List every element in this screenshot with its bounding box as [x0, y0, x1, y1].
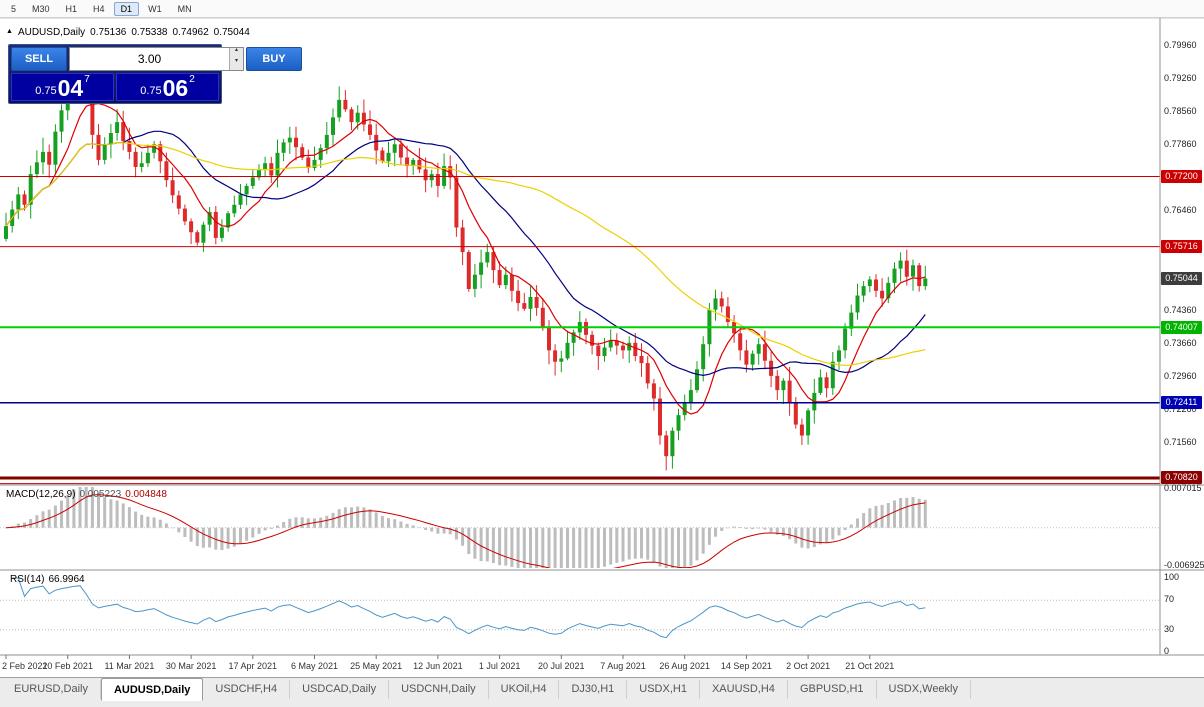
rsi-name: RSI(14)	[10, 574, 45, 585]
chart-tab-xauusd-h4[interactable]: XAUUSD,H4	[700, 680, 788, 699]
rsi-indicator-label: RSI(14) 66.9964	[6, 574, 85, 585]
sell-price-big: 04	[57, 75, 84, 101]
chart-symbol-period: AUDUSD,Daily	[17, 27, 86, 38]
rsi-value: 66.9964	[48, 574, 85, 585]
period-button-h1[interactable]: H1	[65, 3, 78, 14]
chart-tab-usdx-weekly[interactable]: USDX,Weekly	[877, 680, 971, 699]
chart-tab-eurusd-daily[interactable]: EURUSD,Daily	[2, 680, 101, 699]
candles-layer	[4, 43, 928, 471]
macd-indicator-label: MACD(12,26,9) 0.005223 0.004848	[6, 489, 167, 500]
buy-price-prefix: 0.75	[140, 85, 162, 97]
sell-price-pip: 7	[84, 74, 90, 85]
chart-tab-dj30-h1[interactable]: DJ30,H1	[559, 680, 628, 699]
volume-input[interactable]	[70, 48, 229, 70]
chart-tab-bar: EURUSD,Daily AUDUSD,Daily USDCHF,H4 USDCAD,…	[0, 677, 1204, 707]
macd-main-value: 0.005223	[79, 489, 122, 500]
period-button-d1[interactable]: D1	[113, 1, 140, 16]
chart-tab-ukoil-h4[interactable]: UKOil,H4	[489, 680, 560, 699]
volume-up-button[interactable]: ▴	[230, 47, 243, 59]
chart-tab-usdcad-daily[interactable]: USDCAD,Daily	[290, 680, 390, 699]
volume-spinner: ▴ ▾	[229, 47, 243, 70]
chart-tab-audusd-daily[interactable]: AUDUSD,Daily	[100, 678, 204, 701]
sell-price-prefix: 0.75	[35, 85, 57, 97]
buy-price-big: 06	[162, 75, 189, 101]
period-button-m30[interactable]: M30	[32, 3, 50, 14]
period-toolbar: 5 M30 H1 H4 D1 W1 MN	[0, 0, 1204, 18]
chart-canvas[interactable]	[0, 0, 1204, 677]
chart-tab-usdcnh-daily[interactable]: USDCNH,Daily	[389, 680, 489, 699]
ohlc-low: 0.74962	[172, 27, 209, 38]
buy-price-pip: 2	[189, 74, 195, 85]
chart-tab-usdchf-h4[interactable]: USDCHF,H4	[203, 680, 291, 699]
ma-20-line	[5, 130, 926, 377]
period-button-w1[interactable]: W1	[148, 3, 162, 14]
buy-button[interactable]: BUY	[246, 47, 302, 71]
panel-toggle-icon[interactable]: ▲	[6, 28, 13, 35]
buy-price[interactable]: 0.75 06 2	[116, 73, 219, 101]
rsi-layer	[0, 577, 1160, 639]
period-button-5[interactable]: 5	[11, 3, 17, 14]
ma-8-line	[5, 102, 926, 415]
period-button-h4[interactable]: H4	[93, 3, 105, 14]
ohlc-close: 0.75044	[213, 27, 250, 38]
sell-price[interactable]: 0.75 04 7	[11, 73, 114, 101]
macd-name: MACD(12,26,9)	[6, 489, 76, 500]
period-button-mn[interactable]: MN	[177, 3, 192, 14]
chart-header: ▲ AUDUSD,Daily 0.75136 0.75338 0.74962 0.7504…	[6, 27, 255, 38]
macd-signal-value: 0.004848	[125, 489, 167, 500]
ma-50-line	[5, 142, 926, 366]
chart-tab-usdx-h1[interactable]: USDX,H1	[627, 680, 700, 699]
sell-button[interactable]: SELL	[11, 47, 67, 71]
chart-tab-gbpusd-h1[interactable]: GBPUSD,H1	[788, 680, 877, 699]
ohlc-high: 0.75338	[131, 27, 168, 38]
macd-layer	[0, 487, 1160, 568]
ohlc-open: 0.75136	[90, 27, 127, 38]
volume-down-button[interactable]: ▾	[230, 58, 243, 70]
volume-control: ▴ ▾	[69, 47, 244, 71]
